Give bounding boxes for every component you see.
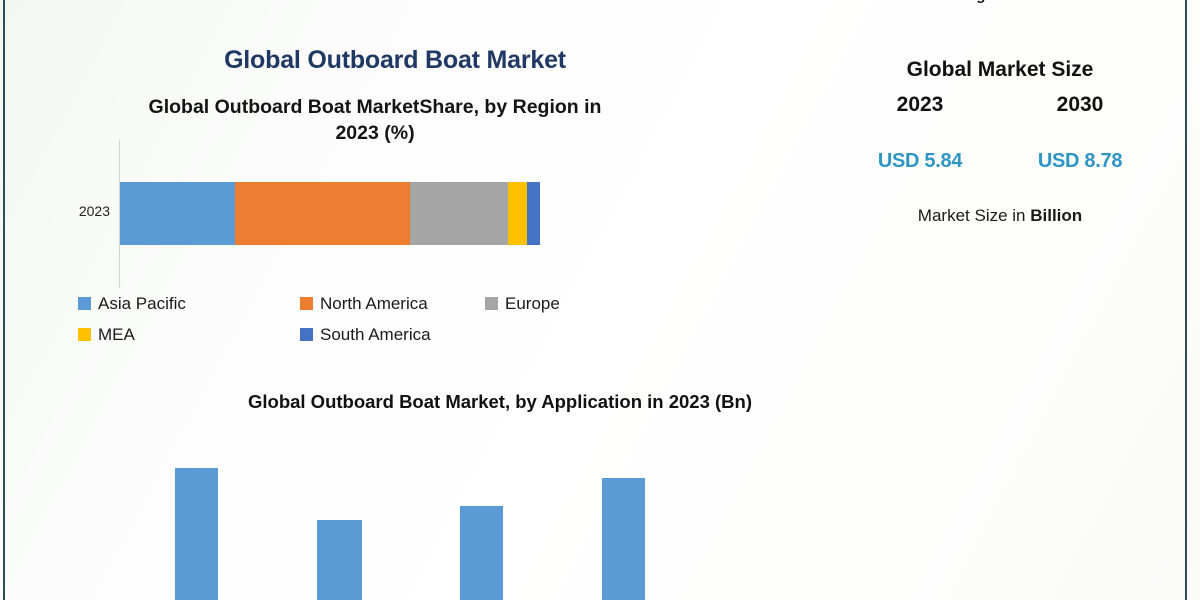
region-share-legend: Asia Pacific North America Europe MEA South … [78, 288, 608, 350]
legend-label-north-america: North America [320, 293, 428, 313]
application-bar-3 [460, 506, 503, 600]
region-share-chart-title: Global Outboard Boat MarketShare, by Reg… [148, 96, 602, 144]
region-share-chart: Global Outboard Boat MarketShare, by Reg… [0, 0, 620, 300]
market-size-forecast-year-col: 2030 [1005, 93, 1155, 117]
units-note-prefix: Market Size in [917, 206, 1031, 225]
base-year-value: USD 5.84 [877, 150, 963, 172]
legend-item-north-america[interactable]: North America [300, 294, 485, 314]
frame-border-right [1185, 0, 1187, 600]
page-title: Global Outboard Boat Market [224, 46, 566, 74]
chart-axis-line [119, 140, 120, 288]
market-size-heading: Global Market Size [906, 58, 1094, 81]
legend-label-mea: MEA [98, 324, 135, 344]
legend-label-asia-pacific: Asia Pacific [98, 293, 186, 313]
stacked-bar-segment-mea [508, 182, 527, 245]
legend-item-south-america[interactable]: South America [300, 325, 485, 345]
market-size-units-note: Market Size in Billion [845, 206, 1155, 226]
base-year-label: 2023 [896, 93, 944, 116]
cagr-period-note: during 2024-2030 [845, 0, 1155, 4]
legend-row: Asia Pacific North America Europe [78, 288, 608, 319]
legend-item-asia-pacific[interactable]: Asia Pacific [78, 294, 300, 314]
application-chart-title: Global Outboard Boat Market, by Applicat… [247, 391, 752, 412]
application-chart: Global Outboard Boat Market, by Applicat… [0, 370, 1200, 600]
application-bar-4 [602, 478, 645, 600]
market-size-forecast-value-col: USD 8.78 [1005, 150, 1155, 173]
legend-swatch-icon-north-america [300, 297, 313, 310]
legend-item-mea[interactable]: MEA [78, 325, 300, 345]
market-size-value-row: USD 5.84 USD 8.78 [845, 150, 1155, 173]
application-bar-1 [175, 468, 218, 600]
market-size-year-row: 2023 2030 [845, 93, 1155, 117]
legend-swatch-icon-mea [78, 328, 91, 341]
units-note-unit: Billion [1030, 206, 1083, 225]
stacked-bar-segment-south-america [526, 182, 540, 245]
market-size-base-value-col: USD 5.84 [845, 150, 995, 173]
forecast-year-label: 2030 [1056, 93, 1104, 116]
stacked-bar-2023 [120, 182, 540, 245]
stacked-bar-segment-asia-pacific [120, 182, 236, 245]
stacked-bar-segment-north-america [235, 182, 411, 245]
legend-label-south-america: South America [320, 324, 431, 344]
market-size-base-year-col: 2023 [845, 93, 995, 117]
frame-border-left [3, 0, 5, 600]
legend-swatch-icon-asia-pacific [78, 297, 91, 310]
stacked-bar-segment-europe [410, 182, 509, 245]
legend-label-europe: Europe [505, 293, 560, 313]
legend-swatch-icon-europe [485, 297, 498, 310]
forecast-year-value: USD 8.78 [1037, 150, 1123, 172]
legend-row: MEA South America [78, 319, 608, 350]
legend-item-europe[interactable]: Europe [485, 294, 605, 314]
application-bar-2 [317, 520, 362, 600]
application-chart-plot [0, 370, 1200, 600]
legend-swatch-icon-south-america [300, 328, 313, 341]
axis-tick-label-2023: 2023 [78, 203, 110, 219]
